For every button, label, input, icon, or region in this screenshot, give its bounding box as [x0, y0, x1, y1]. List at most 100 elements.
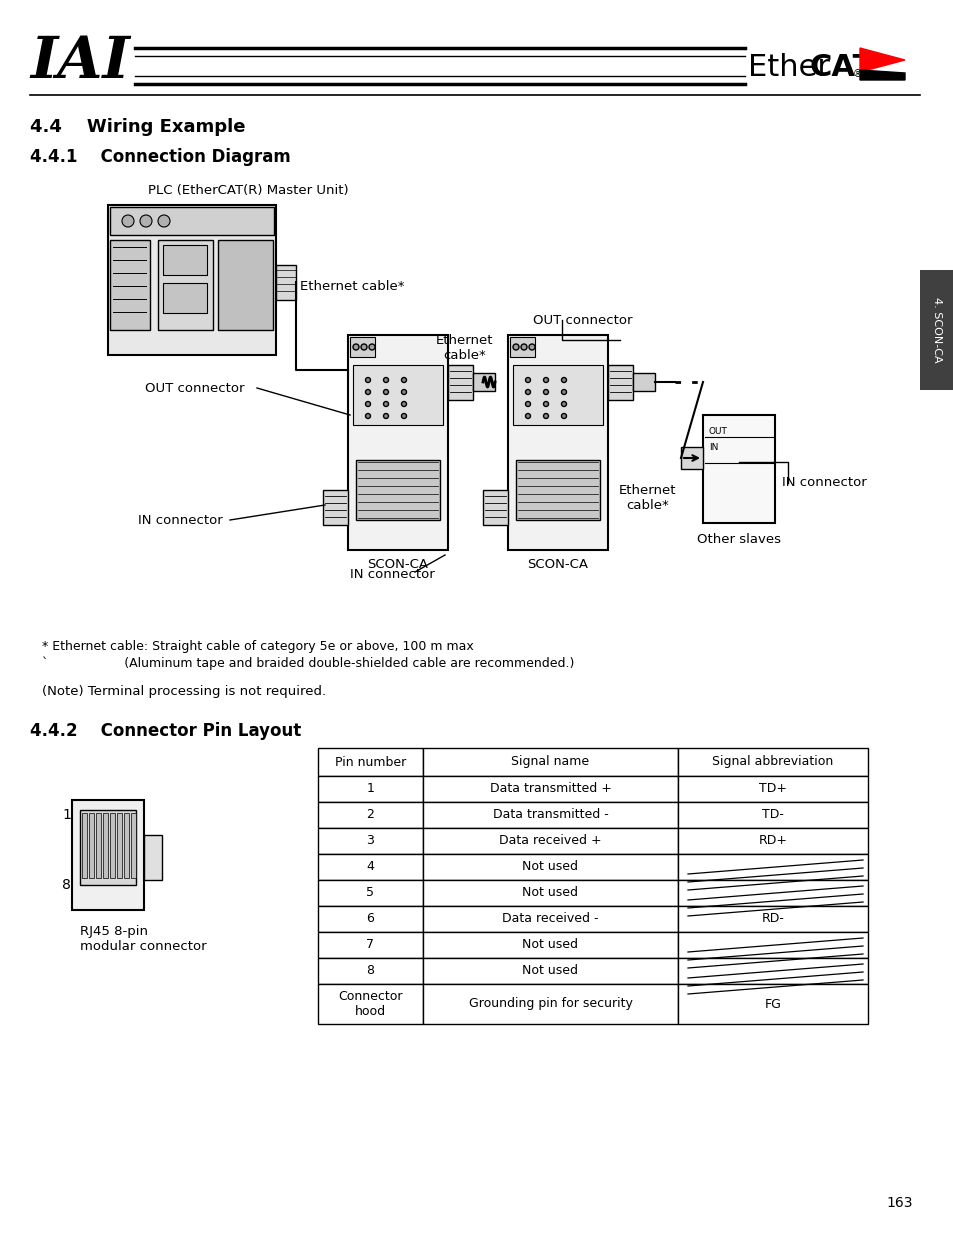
Bar	[117, 813, 122, 878]
Circle shape	[561, 414, 566, 419]
Text: Data received -: Data received -	[501, 913, 598, 925]
Text: Ethernet cable*: Ethernet cable*	[299, 280, 404, 294]
Circle shape	[529, 345, 535, 350]
Text: FG: FG	[763, 998, 781, 1010]
Bar	[633, 373, 655, 391]
Circle shape	[369, 345, 375, 350]
Bar	[678, 853, 867, 881]
Bar	[144, 835, 162, 881]
Text: 7: 7	[366, 939, 375, 951]
Bar	[163, 245, 207, 275]
Text: SCON-CA: SCON-CA	[367, 558, 428, 571]
Bar	[158, 240, 213, 330]
Text: 1: 1	[62, 808, 71, 823]
Text: TD-: TD-	[761, 809, 783, 821]
Bar	[473, 373, 495, 391]
Text: 2: 2	[366, 809, 374, 821]
Bar	[317, 932, 422, 958]
Circle shape	[525, 389, 530, 394]
Bar	[510, 337, 535, 357]
Circle shape	[383, 389, 388, 394]
Circle shape	[401, 414, 406, 419]
Circle shape	[383, 378, 388, 383]
Bar	[702, 415, 774, 522]
Bar	[482, 490, 507, 525]
Circle shape	[525, 378, 530, 383]
Text: Ether: Ether	[747, 53, 829, 83]
Circle shape	[353, 345, 358, 350]
Bar	[678, 748, 867, 776]
Text: RD-: RD-	[760, 913, 783, 925]
Circle shape	[513, 345, 518, 350]
Bar	[507, 335, 607, 550]
Text: Not used: Not used	[522, 965, 578, 977]
Text: ®: ®	[852, 69, 862, 79]
Bar	[131, 813, 136, 878]
Bar	[422, 984, 678, 1024]
Bar	[422, 881, 678, 906]
Text: RD+: RD+	[758, 835, 786, 847]
Circle shape	[401, 389, 406, 394]
Circle shape	[383, 414, 388, 419]
Bar	[516, 459, 599, 520]
Text: 3: 3	[366, 835, 374, 847]
Text: 4.4.2    Connector Pin Layout: 4.4.2 Connector Pin Layout	[30, 722, 301, 740]
Text: 5: 5	[366, 887, 375, 899]
Bar	[678, 802, 867, 827]
Circle shape	[383, 401, 388, 406]
Bar	[317, 748, 422, 776]
Circle shape	[543, 414, 548, 419]
Circle shape	[561, 401, 566, 406]
Text: Not used: Not used	[522, 887, 578, 899]
Bar	[110, 207, 274, 235]
Text: Grounding pin for security: Grounding pin for security	[468, 998, 632, 1010]
Text: IN connector: IN connector	[138, 514, 222, 526]
Bar	[350, 337, 375, 357]
Bar	[422, 853, 678, 881]
Bar	[163, 283, 207, 312]
Bar	[422, 932, 678, 958]
Bar	[317, 881, 422, 906]
Bar	[422, 748, 678, 776]
Text: 163: 163	[886, 1195, 912, 1210]
Bar	[275, 266, 295, 300]
Text: IN connector: IN connector	[781, 477, 866, 489]
Bar	[513, 366, 602, 425]
Bar	[317, 958, 422, 984]
Text: Other slaves: Other slaves	[697, 534, 781, 546]
Text: Signal abbreviation: Signal abbreviation	[712, 756, 833, 768]
Circle shape	[365, 401, 370, 406]
Bar	[680, 447, 702, 469]
Bar	[678, 932, 867, 958]
Circle shape	[543, 401, 548, 406]
Text: Pin number: Pin number	[335, 756, 406, 768]
Bar	[348, 335, 448, 550]
Text: Connector
hood: Connector hood	[338, 990, 402, 1018]
Bar	[422, 906, 678, 932]
Text: OUT: OUT	[708, 427, 727, 436]
Bar	[919, 270, 953, 390]
Bar	[71, 800, 144, 910]
Text: 1: 1	[366, 783, 374, 795]
Text: CAT: CAT	[809, 53, 874, 83]
Text: RJ45 8-pin
modular connector: RJ45 8-pin modular connector	[80, 925, 207, 953]
Text: IAI: IAI	[30, 33, 130, 90]
Bar	[317, 853, 422, 881]
Text: 4. SCON-CA: 4. SCON-CA	[931, 298, 941, 363]
Circle shape	[525, 414, 530, 419]
Text: SCON-CA: SCON-CA	[527, 558, 588, 571]
Text: IN connector: IN connector	[349, 568, 434, 582]
Text: OUT connector: OUT connector	[533, 314, 632, 326]
Text: * Ethernet cable: Straight cable of category 5e or above, 100 m max: * Ethernet cable: Straight cable of cate…	[42, 640, 474, 653]
Circle shape	[158, 215, 170, 227]
Text: Not used: Not used	[522, 939, 578, 951]
Circle shape	[561, 389, 566, 394]
Text: Signal name: Signal name	[511, 756, 589, 768]
Bar	[323, 490, 348, 525]
Text: 4.4.1    Connection Diagram: 4.4.1 Connection Diagram	[30, 148, 291, 165]
Circle shape	[520, 345, 526, 350]
Bar	[124, 813, 129, 878]
Text: Data transmitted -: Data transmitted -	[492, 809, 608, 821]
Bar	[448, 366, 473, 400]
Bar	[355, 459, 439, 520]
